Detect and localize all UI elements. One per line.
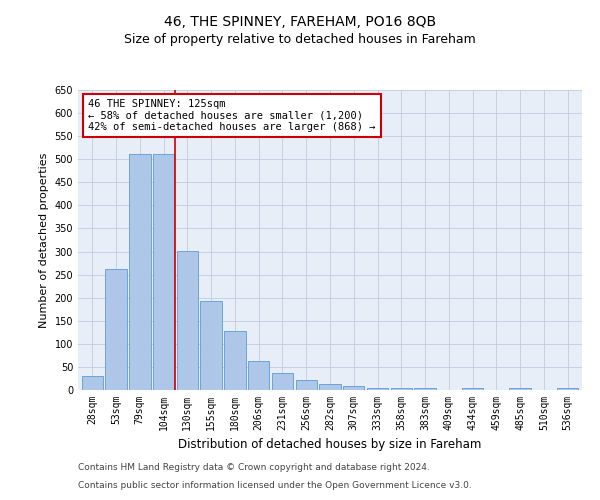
Bar <box>176 250 198 390</box>
Bar <box>224 331 245 390</box>
Bar <box>415 388 436 390</box>
Bar <box>462 388 484 390</box>
Bar <box>296 380 317 390</box>
Bar <box>343 386 364 390</box>
X-axis label: Distribution of detached houses by size in Fareham: Distribution of detached houses by size … <box>178 438 482 452</box>
Bar <box>153 154 174 390</box>
Bar <box>200 301 222 390</box>
Bar <box>272 373 293 390</box>
Bar <box>129 154 151 390</box>
Text: 46 THE SPINNEY: 125sqm
← 58% of detached houses are smaller (1,200)
42% of semi-: 46 THE SPINNEY: 125sqm ← 58% of detached… <box>88 99 376 132</box>
Bar <box>319 384 341 390</box>
Bar <box>106 268 127 390</box>
Text: Contains public sector information licensed under the Open Government Licence v3: Contains public sector information licen… <box>78 481 472 490</box>
Text: Size of property relative to detached houses in Fareham: Size of property relative to detached ho… <box>124 32 476 46</box>
Y-axis label: Number of detached properties: Number of detached properties <box>39 152 49 328</box>
Bar <box>509 388 531 390</box>
Bar <box>82 376 103 390</box>
Bar <box>391 388 412 390</box>
Bar <box>367 388 388 390</box>
Bar <box>557 388 578 390</box>
Text: 46, THE SPINNEY, FAREHAM, PO16 8QB: 46, THE SPINNEY, FAREHAM, PO16 8QB <box>164 15 436 29</box>
Text: Contains HM Land Registry data © Crown copyright and database right 2024.: Contains HM Land Registry data © Crown c… <box>78 464 430 472</box>
Bar <box>248 361 269 390</box>
